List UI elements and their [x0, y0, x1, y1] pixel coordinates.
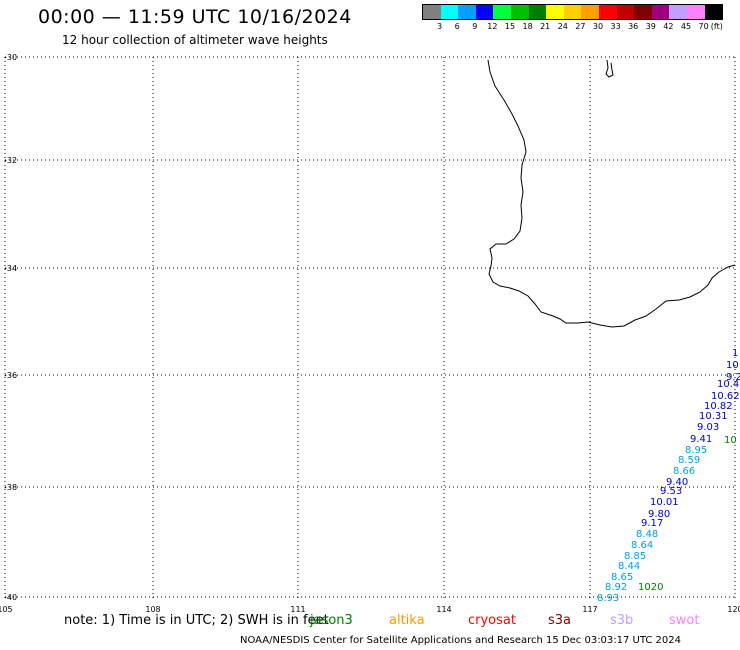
satellite-s3a: s3a — [548, 613, 572, 628]
australia-coastline — [487, 59, 736, 328]
swh-value: 8.65 — [611, 572, 633, 583]
map-title: 00:00 — 11:59 UTC 10/16/2024 — [38, 6, 352, 28]
legend-label: 12 — [487, 22, 498, 31]
legend-label: 3 — [437, 22, 443, 31]
lat-label: -40 — [4, 593, 17, 602]
legend-swatch — [546, 5, 564, 19]
swh-value: 8.64 — [631, 540, 653, 551]
lon-label: 108 — [145, 605, 160, 614]
rottnest-island — [605, 59, 614, 78]
legend-swatch — [440, 5, 459, 19]
note-text: note: 1) Time is in UTC; 2) SWH is in fe… — [64, 613, 329, 628]
legend-swatch — [581, 5, 599, 19]
lon-label: 111 — [290, 605, 305, 614]
swh-value: 8.59 — [678, 455, 700, 466]
wave-height-labels: 1109.210.410.6210.8210.319.039.418.958.5… — [597, 348, 740, 604]
legend-label: 27 — [575, 22, 586, 31]
swh-value: 10.62 — [711, 391, 740, 402]
legend-swatch — [563, 5, 582, 19]
legend-label: 45 — [680, 22, 692, 31]
swh-value: 1 — [732, 348, 738, 359]
lon-label: 114 — [436, 605, 451, 614]
legend-label: 21 — [540, 22, 551, 31]
swh-value: 9.2 — [726, 372, 740, 383]
legend-swatch — [510, 5, 529, 19]
legend-label: 6 — [454, 22, 460, 31]
latitude-labels: -30 -32 -34 -36 -38 -40 — [4, 53, 17, 602]
lat-label: -32 — [4, 156, 17, 165]
legend-swatch — [634, 5, 652, 19]
legend-label: 70 — [698, 22, 709, 31]
satellite-s3b: s3b — [610, 613, 634, 628]
footer-credit: NOAA/NESDIS Center for Satellite Applica… — [240, 635, 682, 646]
legend-label: 42 — [663, 22, 674, 31]
legend-swatch — [651, 5, 670, 19]
swh-value: 8.92 — [605, 582, 627, 593]
legend-label: 15 — [504, 22, 516, 31]
buoy-value: 1020 — [638, 582, 663, 593]
swh-value: 8.85 — [624, 551, 646, 562]
swh-value: 10.01 — [650, 497, 679, 508]
swh-value: 8.48 — [636, 529, 658, 540]
legend-swatch — [528, 5, 547, 19]
legend-label: 9 — [472, 22, 478, 31]
swh-value: 9.03 — [697, 422, 719, 433]
swh-value: 9.80 — [648, 509, 670, 520]
satellite-jason3: jason3 — [310, 613, 353, 628]
swh-value: 8.66 — [673, 466, 695, 477]
legend-swatch — [669, 5, 687, 19]
swh-value: 9.40 — [666, 477, 688, 488]
swh-value: 10 — [726, 360, 739, 371]
swh-value: 8.44 — [618, 561, 640, 572]
buoy-value: 10 — [724, 435, 737, 446]
legend-swatch — [423, 5, 441, 19]
legend-label: 18 — [522, 22, 533, 31]
legend-swatch — [686, 5, 705, 19]
legend-swatch — [616, 5, 635, 19]
satellite-cryosat: cryosat — [468, 613, 516, 628]
swh-value: 9.53 — [660, 486, 682, 497]
swh-value: 10.4 — [717, 379, 739, 390]
map-subtitle: 12 hour collection of altimeter wave hei… — [62, 33, 328, 47]
legend-unit: (ft) — [710, 22, 723, 31]
lat-label: -34 — [4, 264, 17, 273]
swh-value: 9.17 — [641, 518, 663, 529]
swh-value: 10.31 — [699, 411, 728, 422]
legend-label: 24 — [557, 22, 568, 31]
color-legend: 3 6 9 12 15 18 21 24 27 30 33 36 39 42 45 70 (ft) — [422, 4, 724, 34]
graticule — [4, 56, 736, 600]
legend-swatch — [704, 5, 723, 19]
legend-label: 30 — [592, 22, 604, 31]
legend-label: 39 — [645, 22, 656, 31]
lat-label: -30 — [4, 53, 17, 62]
legend-swatch — [475, 5, 494, 19]
legend-swatch — [458, 5, 476, 19]
swh-value: 8.95 — [685, 445, 707, 456]
longitude-labels: 105 108 111 114 117 120 — [0, 605, 740, 614]
lon-label: 120 — [727, 605, 740, 614]
lat-label: -38 — [4, 483, 17, 492]
swh-value: 9.41 — [690, 434, 712, 445]
legend-swatch — [493, 5, 511, 19]
legend-label: 33 — [610, 22, 621, 31]
satellite-swot: swot — [669, 613, 700, 628]
satellite-altika: altika — [389, 613, 425, 628]
lon-label: 105 — [0, 605, 13, 614]
lat-label: -36 — [4, 371, 17, 380]
lon-label: 117 — [582, 605, 597, 614]
swh-value: 8.93 — [597, 593, 619, 604]
legend-swatches — [422, 4, 724, 20]
legend-labels: 3 6 9 12 15 18 21 24 27 30 33 36 39 42 45 70 (ft) — [422, 22, 723, 34]
legend-label: 36 — [628, 22, 639, 31]
swh-value: 10.82 — [704, 401, 733, 412]
legend-swatch — [598, 5, 617, 19]
